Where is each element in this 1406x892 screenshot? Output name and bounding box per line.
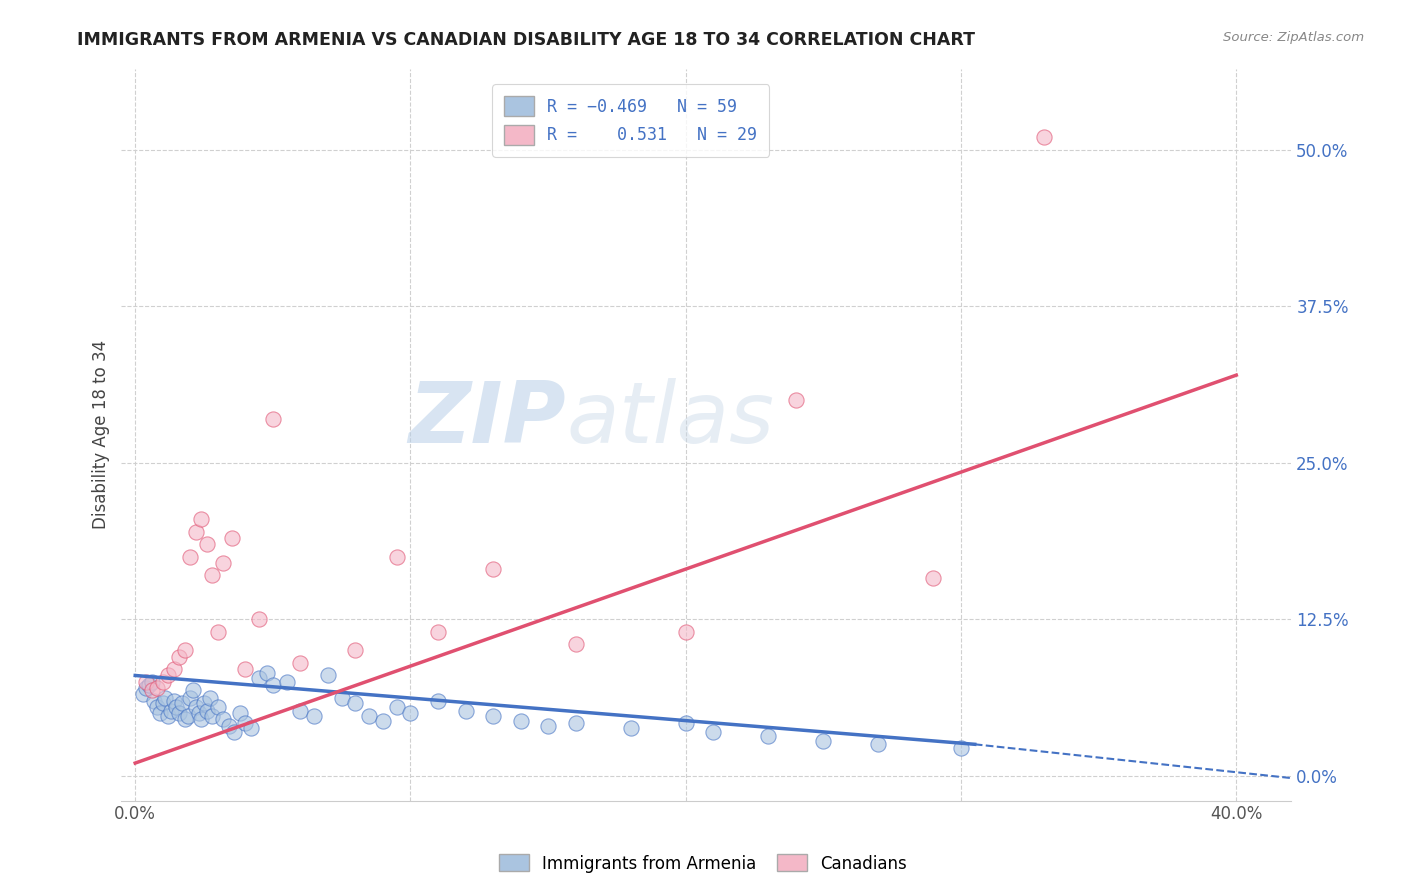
Point bbox=[179, 549, 201, 564]
Point bbox=[184, 524, 207, 539]
Point bbox=[146, 699, 169, 714]
Point bbox=[167, 649, 190, 664]
Point bbox=[138, 678, 160, 692]
Point bbox=[143, 693, 166, 707]
Point bbox=[247, 671, 270, 685]
Y-axis label: Disability Age 18 to 34: Disability Age 18 to 34 bbox=[93, 340, 110, 529]
Point bbox=[179, 691, 201, 706]
Point bbox=[149, 706, 172, 720]
Point bbox=[212, 712, 235, 726]
Point bbox=[229, 706, 252, 720]
Point bbox=[212, 556, 235, 570]
Point bbox=[218, 718, 240, 732]
Point bbox=[756, 729, 779, 743]
Point bbox=[1032, 130, 1054, 145]
Point bbox=[385, 549, 408, 564]
Point bbox=[190, 712, 212, 726]
Point bbox=[675, 624, 697, 639]
Point bbox=[482, 708, 505, 723]
Point bbox=[702, 724, 724, 739]
Point bbox=[239, 721, 262, 735]
Point bbox=[427, 624, 450, 639]
Point bbox=[330, 691, 353, 706]
Point bbox=[675, 716, 697, 731]
Point bbox=[163, 662, 186, 676]
Point bbox=[509, 714, 531, 728]
Point bbox=[141, 674, 163, 689]
Point bbox=[157, 668, 180, 682]
Point bbox=[157, 708, 180, 723]
Point bbox=[262, 678, 284, 692]
Point bbox=[160, 704, 183, 718]
Point bbox=[233, 662, 256, 676]
Text: Source: ZipAtlas.com: Source: ZipAtlas.com bbox=[1223, 31, 1364, 45]
Point bbox=[176, 708, 198, 723]
Point bbox=[224, 724, 246, 739]
Point bbox=[135, 681, 157, 695]
Point bbox=[166, 699, 188, 714]
Point bbox=[190, 512, 212, 526]
Legend: R = −0.469   N = 59, R =    0.531   N = 29: R = −0.469 N = 59, R = 0.531 N = 29 bbox=[492, 84, 769, 156]
Point bbox=[564, 637, 586, 651]
Point bbox=[262, 412, 284, 426]
Point bbox=[290, 656, 312, 670]
Legend: Immigrants from Armenia, Canadians: Immigrants from Armenia, Canadians bbox=[492, 847, 914, 880]
Point bbox=[427, 693, 450, 707]
Text: atlas: atlas bbox=[567, 378, 773, 461]
Point bbox=[785, 393, 807, 408]
Point bbox=[184, 699, 207, 714]
Point bbox=[290, 704, 312, 718]
Point bbox=[141, 683, 163, 698]
Point bbox=[207, 699, 229, 714]
Point bbox=[146, 681, 169, 695]
Point bbox=[201, 708, 224, 723]
Point bbox=[173, 712, 195, 726]
Point bbox=[247, 612, 270, 626]
Point bbox=[187, 706, 209, 720]
Point bbox=[198, 691, 221, 706]
Point bbox=[454, 704, 477, 718]
Point bbox=[155, 691, 177, 706]
Point bbox=[564, 716, 586, 731]
Point bbox=[399, 706, 422, 720]
Point bbox=[152, 674, 174, 689]
Point bbox=[482, 562, 505, 576]
Point bbox=[344, 643, 367, 657]
Point bbox=[868, 737, 890, 751]
Text: ZIP: ZIP bbox=[408, 378, 567, 461]
Point bbox=[193, 696, 215, 710]
Point bbox=[359, 708, 381, 723]
Point bbox=[167, 706, 190, 720]
Point bbox=[922, 571, 945, 585]
Point bbox=[181, 683, 204, 698]
Point bbox=[195, 537, 218, 551]
Point bbox=[233, 716, 256, 731]
Point bbox=[207, 624, 229, 639]
Point bbox=[195, 704, 218, 718]
Point bbox=[135, 674, 157, 689]
Point bbox=[537, 718, 560, 732]
Point bbox=[385, 699, 408, 714]
Point bbox=[276, 674, 298, 689]
Point bbox=[256, 665, 278, 680]
Point bbox=[302, 708, 325, 723]
Point bbox=[371, 714, 394, 728]
Point bbox=[170, 696, 193, 710]
Point bbox=[813, 733, 835, 747]
Point bbox=[173, 643, 195, 657]
Point bbox=[950, 741, 973, 756]
Point bbox=[163, 693, 186, 707]
Point bbox=[316, 668, 339, 682]
Point bbox=[201, 568, 224, 582]
Text: IMMIGRANTS FROM ARMENIA VS CANADIAN DISABILITY AGE 18 TO 34 CORRELATION CHART: IMMIGRANTS FROM ARMENIA VS CANADIAN DISA… bbox=[77, 31, 976, 49]
Point bbox=[344, 696, 367, 710]
Point bbox=[152, 696, 174, 710]
Point bbox=[132, 687, 155, 701]
Point bbox=[221, 531, 243, 545]
Point bbox=[620, 721, 643, 735]
